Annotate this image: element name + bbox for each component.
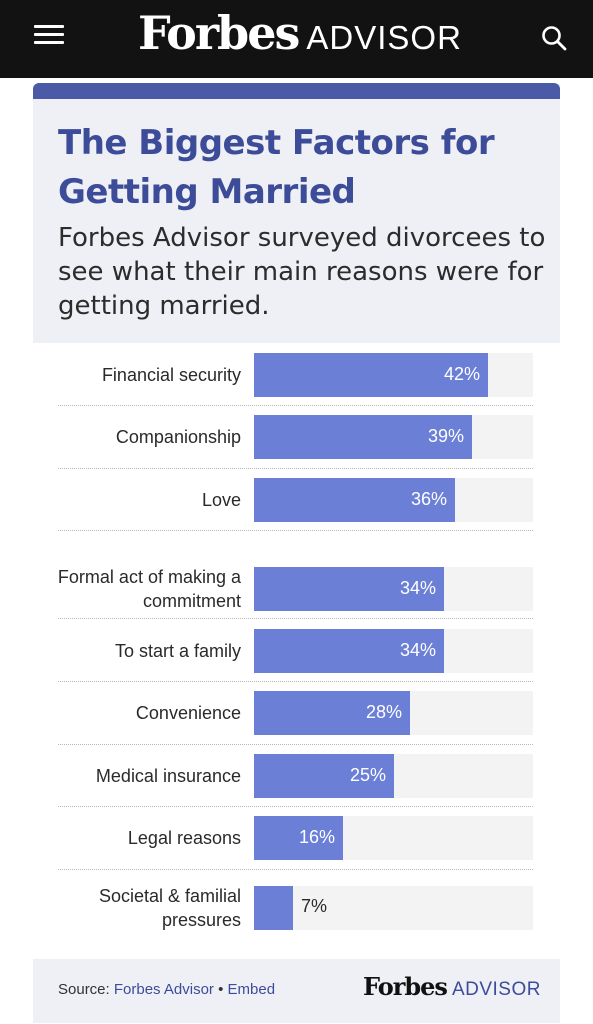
bar	[254, 691, 410, 735]
chart-row: Financial security 42%	[33, 353, 560, 397]
bar	[254, 478, 455, 522]
bar-track: 36%	[254, 478, 533, 522]
data-label: 42%	[443, 364, 480, 384]
bar	[254, 886, 293, 930]
data-label: 34%	[399, 640, 436, 660]
bar-track: 34%	[254, 629, 533, 673]
data-label: 25%	[349, 765, 386, 785]
data-label: 7%	[301, 896, 328, 916]
bar	[254, 816, 343, 860]
source-line: Source: Forbes Advisor • Embed	[58, 981, 275, 998]
bar	[254, 415, 472, 459]
footer-logo-suffix: ADVISOR	[451, 979, 541, 1000]
infographic-footer: Source: Forbes Advisor • Embed Forbes ADV…	[33, 959, 560, 1023]
row-divider	[58, 869, 533, 870]
category-label: Love	[201, 490, 241, 510]
category-label: Formal act of making a commitment	[57, 567, 241, 611]
logo-suffix: ADVISOR	[306, 19, 462, 56]
embed-link[interactable]: Embed	[227, 981, 276, 998]
bar-track: 34%	[254, 567, 533, 611]
bar	[254, 567, 444, 611]
row-divider	[58, 618, 533, 619]
category-label: Legal reasons	[127, 828, 241, 848]
card-accent-bar	[33, 83, 560, 99]
source-separator: •	[218, 981, 224, 998]
category-label: Societal & familial pressures	[98, 886, 241, 930]
bar-track: 42%	[254, 353, 533, 397]
category-label: Medical insurance	[95, 766, 241, 786]
chart-row: To start a family 34%	[33, 629, 560, 673]
top-navigation-bar: Forbes ADVISOR	[0, 0, 593, 78]
infographic-title: The Biggest Factors for Getting Married	[58, 123, 495, 212]
chart-row: Love 36%	[33, 478, 560, 522]
chart-row: Formal act of making a commitment 34%	[33, 553, 560, 625]
bar	[254, 353, 488, 397]
bar-track: 25%	[254, 754, 533, 798]
data-label: 36%	[410, 489, 447, 509]
source-prefix: Source:	[58, 981, 110, 998]
bar	[254, 629, 444, 673]
forbes-advisor-logo[interactable]: Forbes ADVISOR	[138, 6, 462, 70]
bar-track: 28%	[254, 691, 533, 735]
footer-forbes-advisor-logo: Forbes ADVISOR	[363, 972, 541, 1001]
chart-row: Convenience 28%	[33, 691, 560, 735]
row-divider	[58, 530, 533, 531]
logo-wordmark: Forbes	[138, 6, 300, 60]
row-divider	[58, 681, 533, 682]
infographic-header: The Biggest Factors for Getting Married …	[33, 99, 560, 343]
row-divider	[58, 744, 533, 745]
bar	[254, 754, 394, 798]
footer-logo-wordmark: Forbes	[363, 972, 448, 1001]
chart-row: Legal reasons 16%	[33, 816, 560, 860]
data-label: 16%	[298, 827, 335, 847]
category-label: To start a family	[114, 641, 241, 661]
row-divider	[58, 405, 533, 406]
bar-track: 7%	[254, 886, 533, 930]
chart-row: Companionship 39%	[33, 415, 560, 459]
row-divider	[58, 806, 533, 807]
bar-chart: Financial security 42% Companionship 39% Lov…	[33, 343, 560, 955]
row-divider	[58, 468, 533, 469]
hamburger-menu-icon[interactable]	[34, 25, 64, 49]
infographic-subtitle: Forbes Advisor surveyed divorcees to see…	[58, 223, 546, 321]
category-label: Convenience	[135, 703, 241, 723]
infographic-card: The Biggest Factors for Getting Married …	[33, 83, 560, 1023]
data-label: 28%	[365, 702, 402, 722]
source-link[interactable]: Forbes Advisor	[113, 981, 214, 998]
category-label: Financial security	[101, 365, 241, 385]
chart-row: Societal & familial pressures 7%	[33, 880, 560, 936]
bar-track: 16%	[254, 816, 533, 860]
category-label: Companionship	[115, 427, 241, 447]
search-icon[interactable]	[540, 24, 568, 52]
data-label: 34%	[399, 578, 436, 598]
bar-track: 39%	[254, 415, 533, 459]
data-label: 39%	[427, 426, 464, 446]
chart-row: Medical insurance 25%	[33, 754, 560, 798]
